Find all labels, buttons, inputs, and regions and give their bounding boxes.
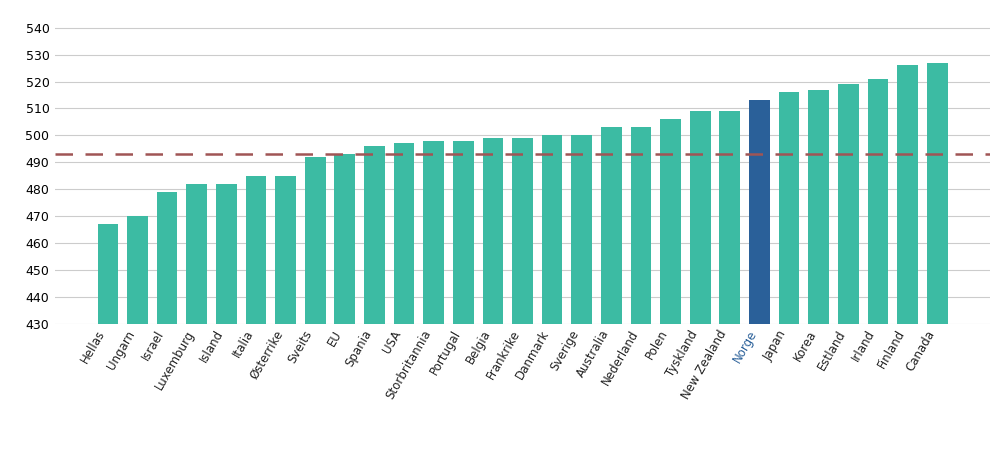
Bar — [690, 111, 711, 324]
Bar — [483, 138, 503, 324]
Bar — [719, 111, 740, 324]
Bar — [364, 146, 385, 324]
Bar — [660, 119, 681, 324]
Bar — [542, 135, 562, 324]
Bar — [127, 216, 148, 324]
Bar — [927, 63, 948, 324]
Bar — [394, 143, 414, 324]
Bar — [601, 127, 622, 324]
Bar — [779, 92, 799, 324]
Bar — [216, 184, 237, 324]
Bar — [571, 135, 592, 324]
Bar — [157, 192, 177, 324]
Bar — [305, 157, 326, 324]
Bar — [98, 224, 118, 324]
Bar — [897, 65, 918, 324]
Bar — [453, 141, 474, 324]
Bar — [275, 176, 296, 324]
Bar — [246, 176, 266, 324]
Bar — [808, 89, 829, 324]
Bar — [512, 138, 533, 324]
Bar — [334, 154, 355, 324]
Bar — [749, 100, 770, 324]
Bar — [868, 79, 888, 324]
Bar — [631, 127, 651, 324]
Bar — [423, 141, 444, 324]
Bar — [838, 84, 859, 324]
Bar — [186, 184, 207, 324]
